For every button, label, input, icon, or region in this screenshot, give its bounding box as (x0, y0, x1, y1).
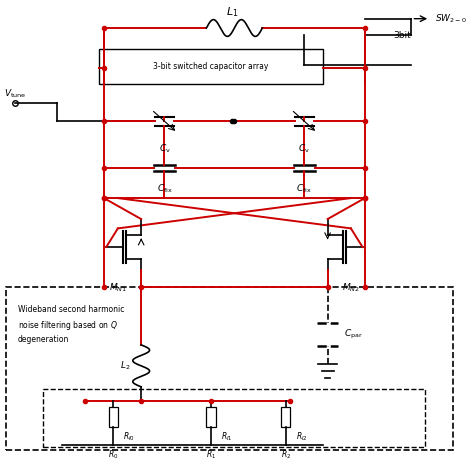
Text: $R_0$: $R_0$ (108, 448, 118, 461)
Text: $R_{I0}$: $R_{I0}$ (124, 430, 136, 443)
Text: $C_{\mathrm{v}}$: $C_{\mathrm{v}}$ (298, 142, 310, 155)
Bar (99, 49, 323, 84)
Text: $C_{\mathrm{v}}$: $C_{\mathrm{v}}$ (159, 142, 171, 155)
Text: $M_{N2}$: $M_{N2}$ (342, 282, 360, 294)
Text: $V_{\mathrm{tune}}$: $V_{\mathrm{tune}}$ (4, 87, 26, 100)
Text: $L_2$: $L_2$ (119, 360, 130, 372)
Text: Wideband second harmonic
noise filtering based on $Q$
degeneration: Wideband second harmonic noise filtering… (18, 305, 124, 344)
Text: $R_1$: $R_1$ (206, 448, 216, 461)
Text: $SW_{2-0}$: $SW_{2-0}$ (435, 12, 467, 25)
Text: $R_2$: $R_2$ (281, 448, 291, 461)
Text: 3bit: 3bit (393, 30, 411, 39)
Text: $C_{\mathrm{par}}$: $C_{\mathrm{par}}$ (344, 328, 363, 341)
Text: $C_{\mathrm{fix}}$: $C_{\mathrm{fix}}$ (156, 182, 173, 195)
Text: $L_1$: $L_1$ (226, 5, 238, 18)
Text: $M_{N1}$: $M_{N1}$ (109, 282, 127, 294)
Text: $R_{I1}$: $R_{I1}$ (221, 430, 233, 443)
Text: $R_{I2}$: $R_{I2}$ (296, 430, 308, 443)
Text: $C_{\mathrm{fix}}$: $C_{\mathrm{fix}}$ (296, 182, 312, 195)
Text: 3-bit switched capacitor array: 3-bit switched capacitor array (154, 62, 269, 71)
